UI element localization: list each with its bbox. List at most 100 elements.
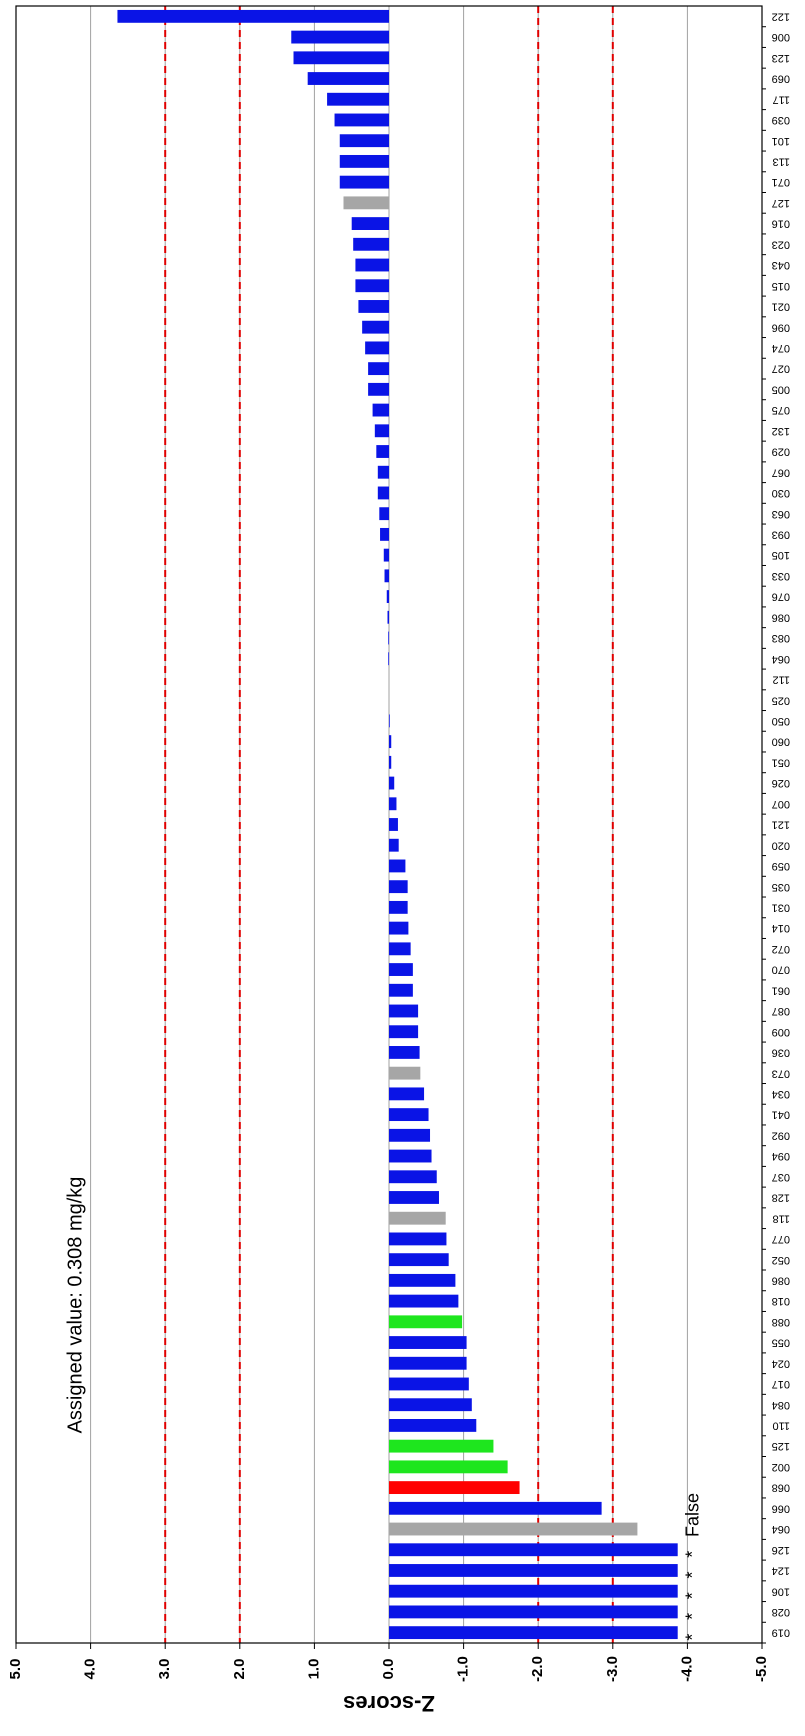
y-tick-label: 1.0 — [305, 1659, 322, 1680]
x-tick-label: 072 — [772, 943, 790, 955]
y-tick-label: -2.0 — [529, 1656, 546, 1682]
y-tick-label: -3.0 — [604, 1656, 621, 1682]
bar — [389, 1439, 494, 1453]
x-tick-label: 127 — [772, 197, 790, 209]
point-label: * — [683, 1613, 703, 1620]
bar — [293, 51, 389, 65]
bar — [389, 1253, 449, 1267]
x-tick-label: 122 — [772, 10, 790, 22]
point-label: False — [683, 1493, 703, 1537]
bar — [388, 652, 389, 666]
x-tick-label: 006 — [772, 31, 790, 43]
bar — [389, 1398, 472, 1412]
bar — [389, 1046, 420, 1059]
x-tick-label: 096 — [772, 321, 790, 333]
bar — [389, 1564, 678, 1577]
point-label: * — [683, 1551, 703, 1558]
bar — [339, 134, 389, 148]
x-tick-label: 126 — [772, 1544, 790, 1556]
x-tick-label: 014 — [772, 922, 790, 934]
x-tick-label: 110 — [772, 1420, 790, 1432]
x-tick-label: 124 — [772, 1565, 790, 1577]
x-tick-label: 019 — [772, 1627, 790, 1639]
y-tick-label: 4.0 — [82, 1659, 99, 1680]
x-tick-label: 023 — [772, 238, 790, 250]
x-tick-label: 101 — [772, 135, 790, 147]
x-tick-label: 113 — [772, 156, 790, 168]
x-tick-label: 009 — [772, 1026, 790, 1038]
y-tick-label: -1.0 — [455, 1656, 472, 1682]
bar — [389, 1543, 678, 1557]
bar — [389, 1605, 678, 1619]
x-tick-label: 052 — [772, 1254, 790, 1266]
y-tick-label: 5.0 — [7, 1659, 24, 1680]
x-tick-label: 068 — [772, 1482, 790, 1494]
x-tick-label: 059 — [772, 860, 790, 872]
bar — [389, 1087, 425, 1101]
bar — [376, 445, 389, 458]
bar — [389, 1170, 437, 1184]
x-tick-label: 061 — [772, 984, 790, 996]
y-tick-label: -4.0 — [678, 1656, 695, 1682]
x-tick-label: 030 — [772, 487, 790, 499]
x-tick-label: 024 — [772, 1357, 790, 1369]
x-tick-label: 086 — [772, 611, 790, 623]
x-tick-label: 034 — [772, 1088, 790, 1100]
x-tick-label: 093 — [772, 528, 790, 540]
x-tick-label: 051 — [772, 756, 790, 768]
bar — [389, 900, 408, 914]
x-tick-label: 050 — [772, 715, 790, 727]
x-tick-label: 060 — [772, 736, 790, 748]
bar — [339, 154, 389, 168]
bar — [389, 1191, 439, 1204]
bar — [362, 320, 389, 334]
bar — [389, 1232, 447, 1246]
point-label: * — [683, 1571, 703, 1578]
x-tick-label: 036 — [772, 1047, 790, 1059]
bar — [307, 72, 389, 85]
x-tick-label: 005 — [772, 383, 790, 395]
x-tick-label: 043 — [772, 259, 790, 271]
x-tick-label: 035 — [772, 881, 790, 893]
bar — [353, 237, 389, 251]
bar — [389, 1004, 419, 1018]
bar — [389, 714, 390, 728]
x-tick-label: 064 — [772, 1523, 790, 1535]
bar — [389, 1419, 477, 1432]
x-tick-label: 132 — [772, 425, 790, 437]
x-tick-label: 069 — [772, 73, 790, 85]
bar — [383, 548, 389, 562]
bar — [389, 1211, 446, 1225]
x-tick-label: 106 — [772, 1585, 790, 1597]
plot-frame — [15, 5, 763, 1644]
bar — [351, 217, 389, 230]
bar — [368, 382, 389, 396]
bar — [368, 362, 389, 376]
bar — [389, 1025, 419, 1039]
x-tick-label: 029 — [772, 446, 790, 458]
bar — [389, 838, 399, 852]
x-tick-label: 076 — [772, 591, 790, 603]
bar — [291, 30, 389, 44]
x-tick-label: 128 — [772, 1192, 790, 1204]
x-tick-label: 021 — [772, 301, 790, 313]
x-tick-label: 031 — [772, 901, 790, 913]
x-tick-label: 016 — [772, 218, 790, 230]
bar — [374, 424, 389, 438]
y-tick-label: 3.0 — [156, 1659, 173, 1680]
x-tick-label: 026 — [772, 777, 790, 789]
x-tick-label: 066 — [772, 1502, 790, 1514]
x-tick-label: 105 — [772, 549, 790, 561]
x-tick-label: 075 — [772, 404, 790, 416]
bar — [389, 1108, 429, 1122]
x-tick-label: 017 — [772, 1378, 790, 1390]
bar — [339, 175, 389, 189]
x-tick-label: 086 — [772, 1274, 790, 1286]
bar — [389, 755, 392, 769]
bar — [389, 797, 397, 811]
bar — [377, 465, 389, 479]
x-tick-label: 071 — [772, 176, 790, 188]
bar — [384, 569, 389, 583]
bar — [117, 9, 390, 23]
